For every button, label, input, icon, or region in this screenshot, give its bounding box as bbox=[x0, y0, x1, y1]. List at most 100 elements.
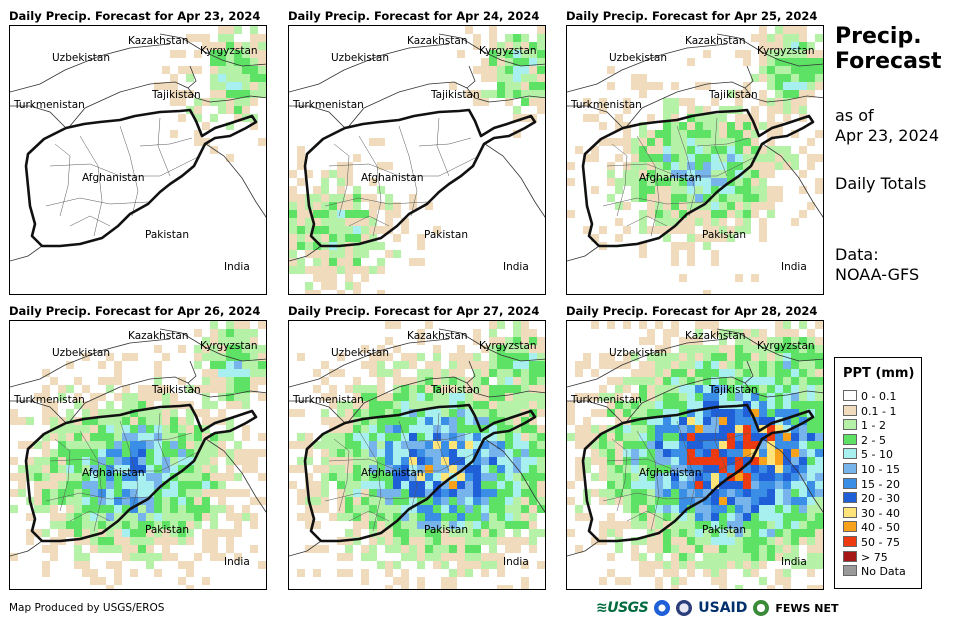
country-label-uzbekistan: Uzbekistan bbox=[331, 347, 389, 359]
country-label-tajikistan: Tajikistan bbox=[708, 89, 758, 101]
country-label-afghanistan: Afghanistan bbox=[639, 467, 702, 479]
country-label-afghanistan: Afghanistan bbox=[82, 467, 145, 479]
usaid-logo: USAID bbox=[698, 600, 748, 616]
state-dept-seal-icon bbox=[676, 600, 693, 616]
noaa-logo-icon bbox=[654, 600, 671, 616]
data-source: NOAA-GFS bbox=[835, 265, 920, 284]
legend-swatch bbox=[843, 521, 857, 533]
info-title-line1: Precip. bbox=[835, 24, 922, 49]
legend-item: 50 - 75 bbox=[843, 536, 900, 549]
forecast-map-3: Kazakhstan Uzbekistan Kyrgyzstan Tajikistan… bbox=[566, 25, 824, 295]
precip-raster bbox=[567, 26, 823, 294]
country-label-pakistan: Pakistan bbox=[424, 229, 468, 241]
legend-label: 15 - 20 bbox=[861, 477, 900, 491]
country-label-afghanistan: Afghanistan bbox=[361, 172, 424, 184]
country-label-india: India bbox=[503, 261, 529, 273]
legend-label: 40 - 50 bbox=[861, 521, 900, 535]
forecast-map-5: Kazakhstan Uzbekistan Kyrgyzstan Tajikistan… bbox=[288, 320, 546, 590]
country-label-pakistan: Pakistan bbox=[424, 524, 468, 536]
country-label-tajikistan: Tajikistan bbox=[430, 89, 480, 101]
country-label-india: India bbox=[503, 556, 529, 568]
forecast-map-1: Kazakhstan Uzbekistan Kyrgyzstan Tajikistan… bbox=[9, 25, 267, 295]
info-title: Precip. Forecast bbox=[835, 24, 942, 74]
country-borders bbox=[10, 328, 266, 557]
legend-label: 2 - 5 bbox=[861, 433, 886, 447]
data-label: Data: bbox=[835, 245, 879, 264]
country-label-pakistan: Pakistan bbox=[145, 229, 189, 241]
legend-swatch bbox=[843, 433, 857, 445]
country-borders bbox=[289, 328, 545, 557]
panel-title-6: Daily Precip. Forecast for Apr 28, 2024 bbox=[566, 304, 818, 318]
legend-swatch bbox=[843, 477, 857, 489]
country-label-turkmenistan: Turkmenistan bbox=[292, 394, 364, 406]
country-label-kazakhstan: Kazakhstan bbox=[128, 330, 189, 342]
legend-swatch bbox=[843, 448, 857, 460]
country-label-pakistan: Pakistan bbox=[145, 524, 189, 536]
country-label-afghanistan: Afghanistan bbox=[82, 172, 145, 184]
forecast-map-2: Kazakhstan Uzbekistan Kyrgyzstan Tajikistan… bbox=[288, 25, 546, 295]
legend-item: 5 - 10 bbox=[843, 448, 893, 461]
country-borders bbox=[567, 328, 823, 557]
country-label-kyrgyzstan: Kyrgyzstan bbox=[200, 340, 258, 352]
legend-swatch bbox=[843, 419, 857, 431]
precip-raster bbox=[10, 321, 266, 589]
afghanistan-border bbox=[303, 403, 537, 543]
country-label-kyrgyzstan: Kyrgyzstan bbox=[479, 45, 537, 57]
legend-item: 0 - 0.1 bbox=[843, 390, 896, 403]
country-label-tajikistan: Tajikistan bbox=[430, 384, 480, 396]
legend-label: 5 - 10 bbox=[861, 448, 893, 462]
legend-label: 0 - 0.1 bbox=[861, 390, 897, 403]
country-label-kazakhstan: Kazakhstan bbox=[128, 35, 189, 47]
legend-item: > 75 bbox=[843, 550, 888, 564]
legend-item: 2 - 5 bbox=[843, 433, 886, 447]
legend-swatch bbox=[843, 536, 857, 547]
forecast-map-6: Kazakhstan Uzbekistan Kyrgyzstan Tajikistan… bbox=[566, 320, 824, 590]
country-label-india: India bbox=[781, 556, 807, 568]
country-label-uzbekistan: Uzbekistan bbox=[52, 347, 110, 359]
usgs-logo: ≋USGS bbox=[596, 600, 649, 616]
fews-net-logo: FEWS NET bbox=[775, 601, 839, 615]
info-title-line2: Forecast bbox=[835, 49, 942, 74]
precip-raster bbox=[289, 26, 545, 294]
legend-label: > 75 bbox=[861, 550, 888, 564]
country-label-afghanistan: Afghanistan bbox=[639, 172, 702, 184]
country-label-pakistan: Pakistan bbox=[702, 524, 746, 536]
legend-label: No Data bbox=[861, 565, 906, 579]
legend-label: 1 - 2 bbox=[861, 419, 886, 433]
legend-swatch bbox=[843, 404, 857, 416]
credit-text: Map Produced by USGS/EROS bbox=[9, 602, 165, 614]
legend-item: 0.1 - 1 bbox=[843, 404, 897, 418]
country-label-kazakhstan: Kazakhstan bbox=[685, 35, 746, 47]
country-label-turkmenistan: Turkmenistan bbox=[570, 99, 642, 111]
legend-item: 15 - 20 bbox=[843, 477, 900, 491]
fews-globe-icon bbox=[753, 600, 770, 616]
country-label-pakistan: Pakistan bbox=[702, 229, 746, 241]
legend-swatch bbox=[843, 390, 857, 401]
totals-label: Daily Totals bbox=[835, 174, 927, 193]
country-label-india: India bbox=[224, 261, 250, 273]
country-label-kazakhstan: Kazakhstan bbox=[685, 330, 746, 342]
logo-strip: ≋USGS USAID FEWS NET bbox=[596, 598, 839, 618]
precip-raster bbox=[289, 321, 545, 589]
country-label-india: India bbox=[224, 556, 250, 568]
country-borders bbox=[289, 33, 545, 262]
afghanistan-border bbox=[24, 403, 258, 543]
panel-title-3: Daily Precip. Forecast for Apr 25, 2024 bbox=[566, 9, 818, 23]
country-label-kyrgyzstan: Kyrgyzstan bbox=[200, 45, 258, 57]
country-label-kazakhstan: Kazakhstan bbox=[407, 35, 468, 47]
country-label-turkmenistan: Turkmenistan bbox=[570, 394, 642, 406]
legend-swatch bbox=[843, 492, 857, 504]
afghanistan-border bbox=[303, 108, 537, 248]
country-label-uzbekistan: Uzbekistan bbox=[609, 52, 667, 64]
as-of-date: Apr 23, 2024 bbox=[835, 126, 940, 145]
panel-title-1: Daily Precip. Forecast for Apr 23, 2024 bbox=[9, 9, 261, 23]
legend-label: 30 - 40 bbox=[861, 506, 900, 520]
legend-item: 40 - 50 bbox=[843, 521, 900, 534]
legend-title: PPT (mm) bbox=[843, 366, 915, 381]
legend-swatch bbox=[843, 463, 857, 474]
legend-label: 50 - 75 bbox=[861, 536, 900, 549]
precip-raster bbox=[567, 321, 823, 589]
afghanistan-border bbox=[581, 403, 815, 543]
legend-label: 0.1 - 1 bbox=[861, 404, 897, 418]
afghanistan-border bbox=[24, 108, 258, 248]
